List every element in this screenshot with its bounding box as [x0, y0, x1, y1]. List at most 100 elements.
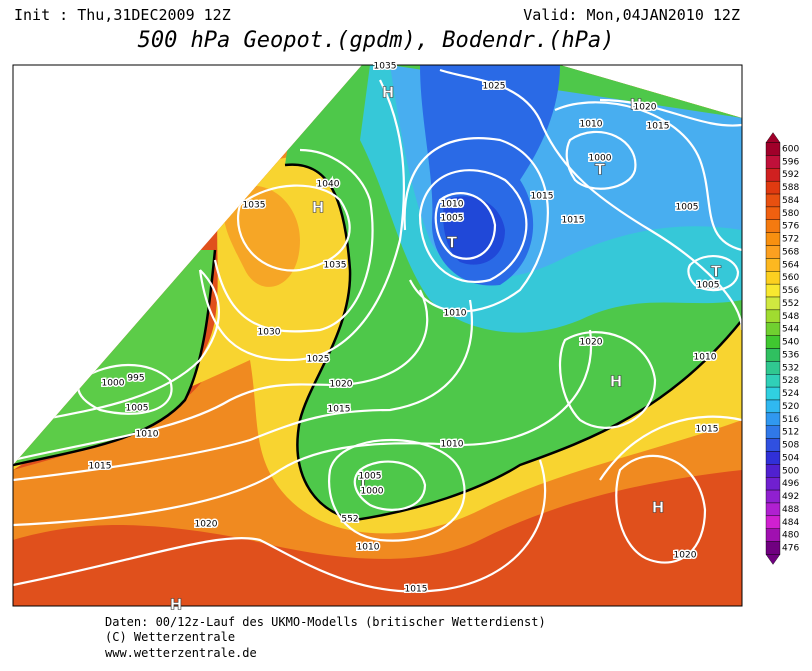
- isobar: [418, 169, 528, 283]
- isobar: [599, 415, 742, 481]
- high-marker: H: [382, 84, 395, 102]
- isobar-label: 1010: [580, 120, 603, 130]
- valid-time: Valid: Mon,04JAN2010 12Z: [523, 6, 740, 24]
- isobar-label: 1005: [441, 214, 464, 224]
- colorbar-label: 548: [782, 312, 799, 322]
- low-marker: T: [447, 234, 458, 252]
- isobar: [213, 148, 374, 333]
- contour-552: [284, 163, 742, 522]
- colorbar-cell: [765, 258, 781, 272]
- colorbar: 600 596 592 588 584 580 576 572 568 564 560 556 552 5…: [765, 132, 799, 565]
- isobar-label: 1035: [243, 201, 266, 211]
- isobar-label: 1020: [195, 520, 218, 530]
- colorbar-label: 580: [782, 209, 799, 219]
- colorbar-label: 516: [782, 415, 799, 425]
- colorbar-label: 576: [782, 222, 799, 232]
- colorbar-label: 508: [782, 441, 799, 451]
- high-marker: H: [610, 373, 623, 391]
- high-marker: H: [630, 96, 643, 114]
- colorbar-label: 528: [782, 376, 799, 386]
- colorbar-cell: [765, 245, 781, 259]
- isobar-label: 1015: [696, 425, 719, 435]
- isobar-label: 1015: [647, 122, 670, 132]
- isobar-label: 1025: [307, 355, 330, 365]
- colorbar-cell: [765, 425, 781, 439]
- isobar-label: 1020: [330, 380, 353, 390]
- isobar: [599, 98, 742, 127]
- colorbar-label: 560: [782, 273, 799, 283]
- colorbar-label: 484: [782, 518, 799, 528]
- high-marker: H: [312, 199, 325, 217]
- high-marker: H: [652, 499, 665, 517]
- isobar-label: 1025: [483, 82, 506, 92]
- low-marker: T: [595, 161, 606, 179]
- isobar-label: 1030: [258, 328, 281, 338]
- isobar: [403, 137, 549, 313]
- colorbar-label: 600: [782, 145, 799, 155]
- colorbar-label: 480: [782, 531, 799, 541]
- isobar: [13, 459, 547, 593]
- contour-label: 552: [341, 515, 358, 525]
- colorbar-cell: [765, 271, 781, 285]
- colorbar-label: 564: [782, 260, 799, 270]
- isobar-label: 1035: [374, 62, 397, 72]
- low-marker: T: [711, 263, 722, 281]
- isobars: [13, 68, 742, 593]
- colorbar-cell: [765, 515, 781, 529]
- colorbar-cell: [765, 528, 781, 542]
- colorbar-label: 536: [782, 350, 799, 360]
- isobar-label: 1010: [441, 440, 464, 450]
- low-marker: T: [358, 475, 369, 493]
- map-field: [13, 65, 742, 606]
- isobar: [558, 331, 657, 429]
- map-title: 500 hPa Geopot.(gpdm), Bodendr.(hPa): [138, 28, 615, 53]
- colorbar-cell: [765, 386, 781, 401]
- colorbar-cell: [765, 283, 781, 298]
- colorbar-label: 568: [782, 247, 799, 257]
- colorbar-cell: [765, 374, 781, 388]
- isobar-label: 1000: [589, 154, 612, 164]
- isobar-label: 1010: [136, 430, 159, 440]
- colorbar-cell: [765, 309, 781, 323]
- colorbar-label: 532: [782, 363, 799, 373]
- isobar: [687, 255, 740, 292]
- isobar-label: 1005: [676, 203, 699, 213]
- footer-line: Daten: 00/12z-Lauf des UKMO-Modells (bri…: [105, 615, 546, 629]
- map-labels: H H H T T T H T H H 1035 1025 1020 1010 …: [87, 60, 722, 614]
- colorbar-cell: [765, 335, 781, 349]
- isobar: [554, 101, 742, 252]
- isobar-label: 995: [127, 374, 144, 384]
- colorbar-top-tip: [765, 132, 781, 143]
- isobar-label: 1010: [357, 543, 380, 553]
- isobar-label: 1010: [444, 309, 467, 319]
- colorbar-label: 524: [782, 389, 799, 399]
- colorbar-cell: [765, 451, 781, 465]
- colorbar-label: 544: [782, 325, 799, 335]
- isobar: [237, 184, 351, 272]
- colorbar-cell: [765, 477, 781, 491]
- isobar: [434, 192, 497, 260]
- colorbar-label: 492: [782, 492, 799, 502]
- colorbar-cell: [765, 193, 781, 208]
- colorbar-label: 496: [782, 479, 799, 489]
- colorbar-cell: [765, 399, 781, 414]
- isobar-label: 1015: [405, 585, 428, 595]
- colorbar-cell: [765, 168, 781, 182]
- contour-552-west: [13, 249, 217, 467]
- colorbar-label: 488: [782, 505, 799, 515]
- isobar-label: 1005: [359, 472, 382, 482]
- isobar: [615, 454, 707, 564]
- init-time: Init : Thu,31DEC2009 12Z: [14, 6, 231, 24]
- isobar-label: 1020: [580, 338, 603, 348]
- isobar: [13, 329, 593, 527]
- isobar-label: 1020: [674, 551, 697, 561]
- colorbar-label: 556: [782, 286, 799, 296]
- isobar-label: 1040: [317, 180, 340, 190]
- colorbar-cell: [765, 180, 781, 195]
- isobar-label: 1000: [102, 379, 125, 389]
- isobar: [39, 269, 221, 422]
- colorbar-cell: [765, 541, 781, 555]
- colorbar-label: 520: [782, 402, 799, 412]
- isobar-label: 1035: [324, 261, 347, 271]
